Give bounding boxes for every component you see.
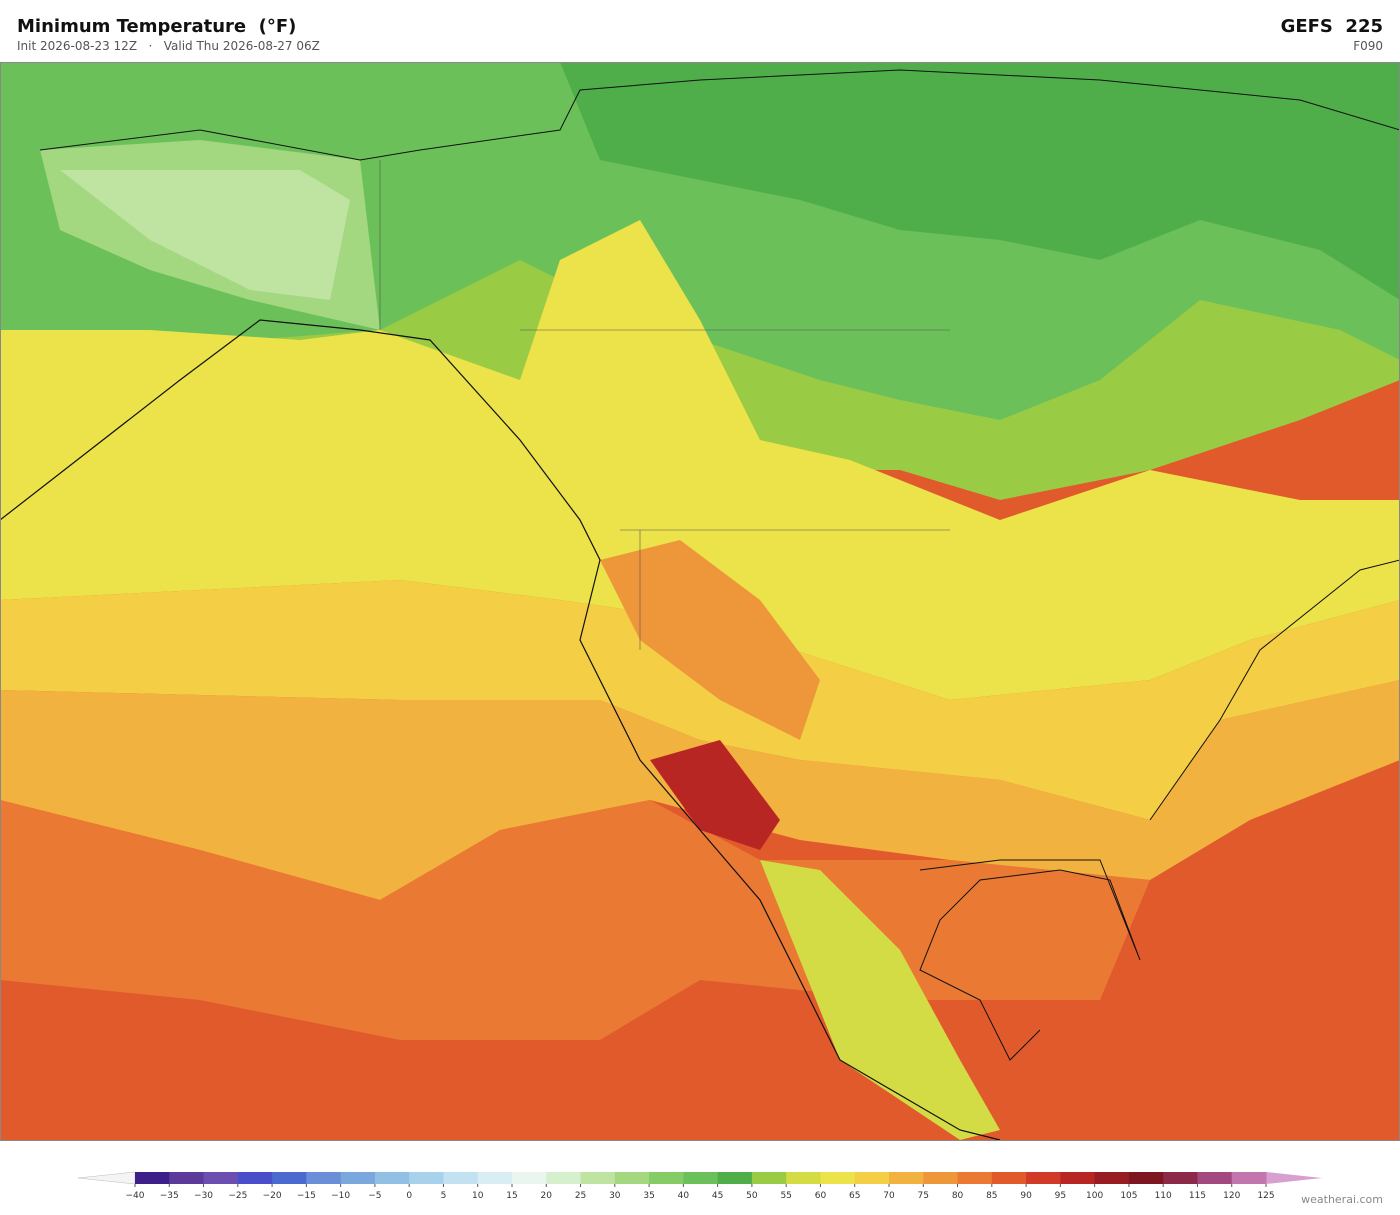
field (760, 860, 1000, 1140)
colorbar: −40 −35 −30 −25 −20 −15 −10 −5 0 5 10 15 20 25 30 35 40 4… (77, 1171, 1322, 1201)
field (60, 170, 350, 300)
colorbar-tick-label: 90 (1020, 1191, 1032, 1201)
colorbar-box (203, 1172, 239, 1184)
credit: weatherai.com (1301, 1193, 1383, 1206)
colorbar-box (1197, 1172, 1233, 1184)
colorbar-tick-label: 0 (406, 1191, 412, 1201)
colorbar-tick-label: 40 (678, 1191, 690, 1201)
colorbar-box (1163, 1172, 1198, 1184)
colorbar-tick-label: 75 (918, 1191, 929, 1201)
colorbar-tick-label: 80 (952, 1191, 964, 1201)
colorbar-box (135, 1172, 170, 1184)
colorbar-box (306, 1172, 342, 1184)
colorbar-tick-label: 65 (849, 1191, 860, 1201)
colorbar-box (923, 1172, 959, 1184)
colorbar-under (77, 1171, 136, 1185)
colorbar-tick-label: 120 (1223, 1191, 1240, 1201)
colorbar-box (512, 1172, 547, 1184)
colorbar-tick-label: 125 (1257, 1191, 1274, 1201)
map-subtitle: Init 2026-08-23 12Z · Valid Thu 2026-08-… (17, 39, 320, 53)
colorbar-tick-label: −20 (263, 1191, 282, 1201)
colorbar-tick-label: −30 (194, 1191, 213, 1201)
coastline (0, 319, 1001, 1141)
colorbar-tick-label: 115 (1189, 1191, 1206, 1201)
colorbar-box (237, 1172, 273, 1184)
colorbar-tick-label: 30 (609, 1191, 621, 1201)
colorbar-box (1026, 1172, 1061, 1184)
field (0, 220, 1400, 700)
colorbar-box (340, 1172, 376, 1184)
colorbar-tick-label: 5 (441, 1191, 447, 1201)
colorbar-box (477, 1172, 513, 1184)
model-name: GEFS 225 (1280, 16, 1383, 37)
colorbar-over (1266, 1172, 1322, 1184)
colorbar-box (957, 1172, 993, 1184)
colorbar-tick-label: 45 (712, 1191, 723, 1201)
colorbar-tick-label: 95 (1055, 1191, 1066, 1201)
colorbar-tick-label: 35 (643, 1191, 654, 1201)
coastline (1149, 559, 1400, 821)
map-title: Minimum Temperature (°F) (17, 16, 297, 37)
colorbar-box (683, 1172, 719, 1184)
colorbar-tick-label: −40 (126, 1191, 145, 1201)
colorbar-box (717, 1172, 753, 1184)
colorbar-tick-label: −5 (368, 1191, 381, 1201)
colorbar-tick-label: 55 (780, 1191, 791, 1201)
colorbar-tick-label: 110 (1155, 1191, 1172, 1201)
colorbar-tick-label: 105 (1120, 1191, 1137, 1201)
colorbar-tick-label: −10 (331, 1191, 350, 1201)
colorbar-tick-label: −25 (228, 1191, 247, 1201)
field (600, 540, 820, 740)
forecast-hour: F090 (1353, 39, 1383, 53)
colorbar-box (546, 1172, 582, 1184)
colorbar-tick-label: 70 (883, 1191, 895, 1201)
colorbar-tick-label: 50 (746, 1191, 758, 1201)
colorbar-box (1094, 1172, 1130, 1184)
colorbar-tick-label: −15 (297, 1191, 316, 1201)
colorbar-tick-label: 15 (506, 1191, 517, 1201)
colorbar-tick-label: 60 (815, 1191, 827, 1201)
colorbar-tick-label: 20 (541, 1191, 553, 1201)
colorbar-box (580, 1172, 616, 1184)
field (560, 62, 1400, 300)
colorbar-box (889, 1172, 924, 1184)
colorbar-box (854, 1172, 890, 1184)
map (0, 62, 1400, 1141)
colorbar-box (1231, 1172, 1267, 1184)
colorbar-box (443, 1172, 479, 1184)
colorbar-box (169, 1172, 205, 1184)
colorbar-box (374, 1172, 410, 1184)
coastline (919, 859, 1141, 1061)
colorbar-box (1128, 1172, 1164, 1184)
colorbar-tick-label: −35 (160, 1191, 179, 1201)
colorbar-tick-label: 100 (1086, 1191, 1103, 1201)
border (379, 160, 950, 650)
colorbar-box (649, 1172, 684, 1184)
field (650, 740, 780, 850)
colorbar-box (272, 1172, 307, 1184)
colorbar-box (820, 1172, 856, 1184)
colorbar-box (991, 1172, 1027, 1184)
colorbar-tick-label: 10 (472, 1191, 484, 1201)
colorbar-box (1060, 1172, 1096, 1184)
colorbar-tick-label: 25 (575, 1191, 586, 1201)
colorbar-box (786, 1172, 821, 1184)
colorbar-box (751, 1172, 787, 1184)
field (0, 580, 1400, 820)
colorbar-box (409, 1172, 444, 1184)
coastline (39, 69, 1400, 161)
colorbar-box (614, 1172, 650, 1184)
colorbar-tick-label: 85 (986, 1191, 997, 1201)
